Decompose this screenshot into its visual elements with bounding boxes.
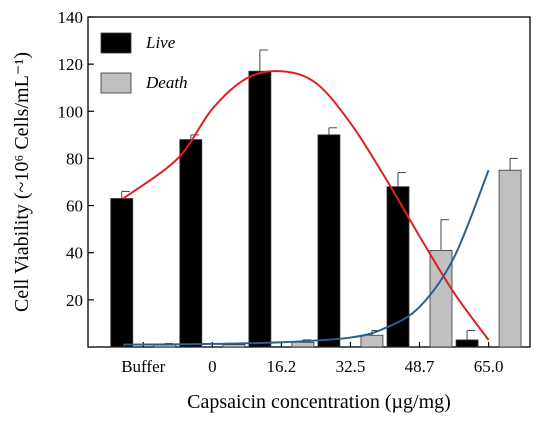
x-tick-label: Buffer bbox=[121, 357, 165, 376]
legend-swatch-death bbox=[100, 72, 132, 94]
x-axis-title: Capsaicin concentration (µg/mg) bbox=[187, 391, 451, 413]
legend-label-death: Death bbox=[145, 73, 188, 92]
y-tick-label: 80 bbox=[66, 149, 83, 168]
y-tick-label: 60 bbox=[66, 197, 83, 216]
bar-death bbox=[291, 341, 315, 348]
bar-live bbox=[179, 139, 203, 348]
y-tick-label: 120 bbox=[58, 55, 84, 74]
y-tick-label: 100 bbox=[58, 102, 84, 121]
fit-curve-live bbox=[122, 70, 490, 341]
bar-death bbox=[429, 249, 453, 348]
x-tick-label: 48.7 bbox=[405, 357, 435, 376]
legend-label-live: Live bbox=[145, 33, 176, 52]
x-tick-label: 32.5 bbox=[336, 357, 366, 376]
x-tick-label: 0 bbox=[208, 357, 217, 376]
bar-death bbox=[360, 334, 384, 348]
y-tick-label: 140 bbox=[58, 8, 84, 27]
bar-death bbox=[498, 169, 522, 348]
x-tick-label: 65.0 bbox=[474, 357, 504, 376]
bar-live bbox=[248, 70, 272, 348]
plot-frame bbox=[87, 16, 531, 348]
y-tick-label: 40 bbox=[66, 244, 83, 263]
x-tick-label: 16.2 bbox=[267, 357, 297, 376]
y-axis-title: Cell Viability (~10⁶ Cells/mL⁻¹) bbox=[11, 52, 33, 312]
bar-death bbox=[222, 344, 246, 348]
bar-live bbox=[455, 339, 479, 348]
y-tick-label: 20 bbox=[66, 291, 83, 310]
bar-live bbox=[110, 198, 134, 348]
fit-curve-death bbox=[123, 169, 490, 346]
bar-live bbox=[317, 134, 341, 348]
legend-swatch-live bbox=[100, 32, 132, 54]
